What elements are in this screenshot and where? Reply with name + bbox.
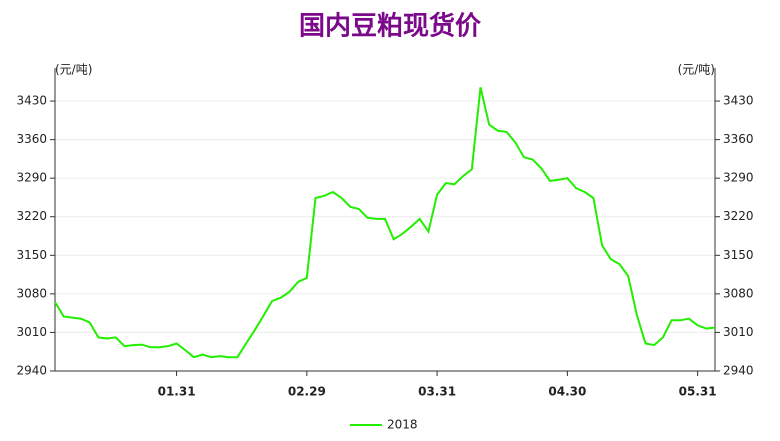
y2-tick-label: 3360 [723,132,754,146]
y-tick-label: 3290 [16,171,47,185]
y2-tick-label: 3150 [723,248,754,262]
data-line [54,87,716,359]
x-tick-label: 05.31 [679,385,717,399]
x-tick-label: 02.29 [288,385,326,399]
x-tick-label: 03.31 [418,385,456,399]
y-tick-label: 3220 [16,209,47,223]
y2-tick-label: 3290 [723,171,754,185]
y-tick-label: 2940 [16,364,47,378]
y-tick-label: 3150 [16,248,47,262]
y-unit-right: (元/吨) [678,63,715,77]
x-tick-label: 04.30 [548,385,586,399]
x-tick-label: 01.31 [158,385,196,399]
legend-label: 2018 [387,418,418,432]
y-tick-label: 3360 [16,132,47,146]
y2-tick-label: 3080 [723,286,754,300]
y2-tick-label: 3010 [723,325,754,339]
y-tick-label: 3430 [16,94,47,108]
y-unit-left: (元/吨) [55,63,92,77]
y2-tick-label: 3220 [723,209,754,223]
y-tick-label: 3080 [16,286,47,300]
y2-tick-label: 2940 [723,364,754,378]
y-tick-label: 3010 [16,325,47,339]
y2-tick-label: 3430 [723,94,754,108]
chart-title: 国内豆粕现货价 [299,11,482,42]
